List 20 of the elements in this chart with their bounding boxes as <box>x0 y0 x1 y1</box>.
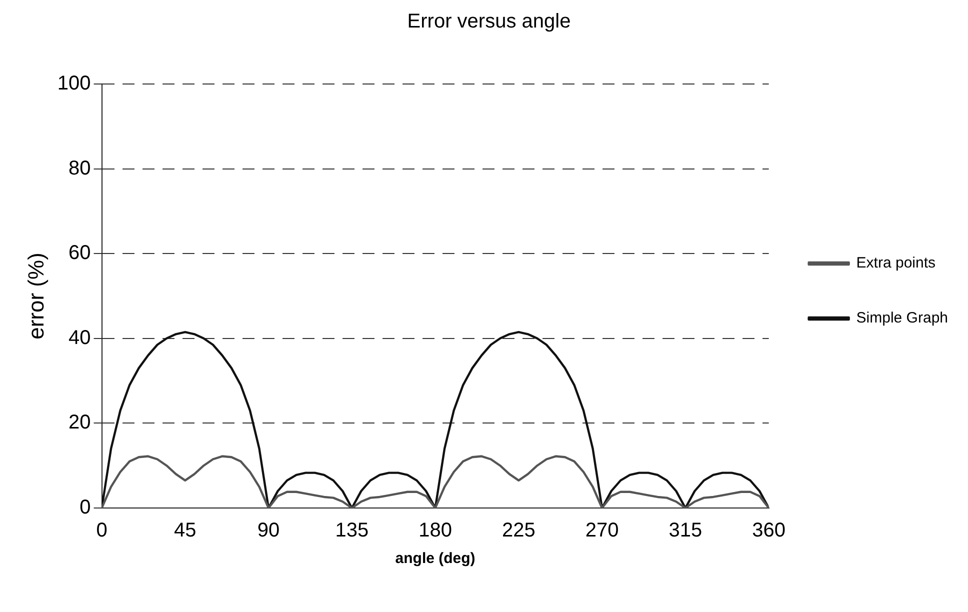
y-tick-label: 0 <box>80 496 91 519</box>
x-tick-label: 90 <box>257 520 280 542</box>
x-tick-label: 0 <box>96 520 108 542</box>
legend-label: Extra points <box>856 254 936 272</box>
x-tick-label: 360 <box>752 520 786 542</box>
y-tick-label: 40 <box>68 326 91 349</box>
x-tick-label: 315 <box>668 520 702 542</box>
x-tick-label: 45 <box>174 520 196 542</box>
y-axis-title: error (%) <box>23 252 48 340</box>
x-tick-label: 225 <box>502 520 536 542</box>
chart-title: Error versus angle <box>407 10 571 33</box>
y-tick-label: 60 <box>68 242 91 264</box>
x-tick-label: 270 <box>585 520 619 542</box>
y-tick-label: 80 <box>68 157 91 180</box>
y-tick-label: 100 <box>57 72 91 95</box>
x-tick-label: 180 <box>418 520 452 542</box>
x-axis-title: angle (deg) <box>395 550 476 568</box>
x-tick-label: 135 <box>335 520 369 542</box>
legend-label: Simple Graph <box>856 310 948 327</box>
y-tick-label: 20 <box>68 412 91 434</box>
